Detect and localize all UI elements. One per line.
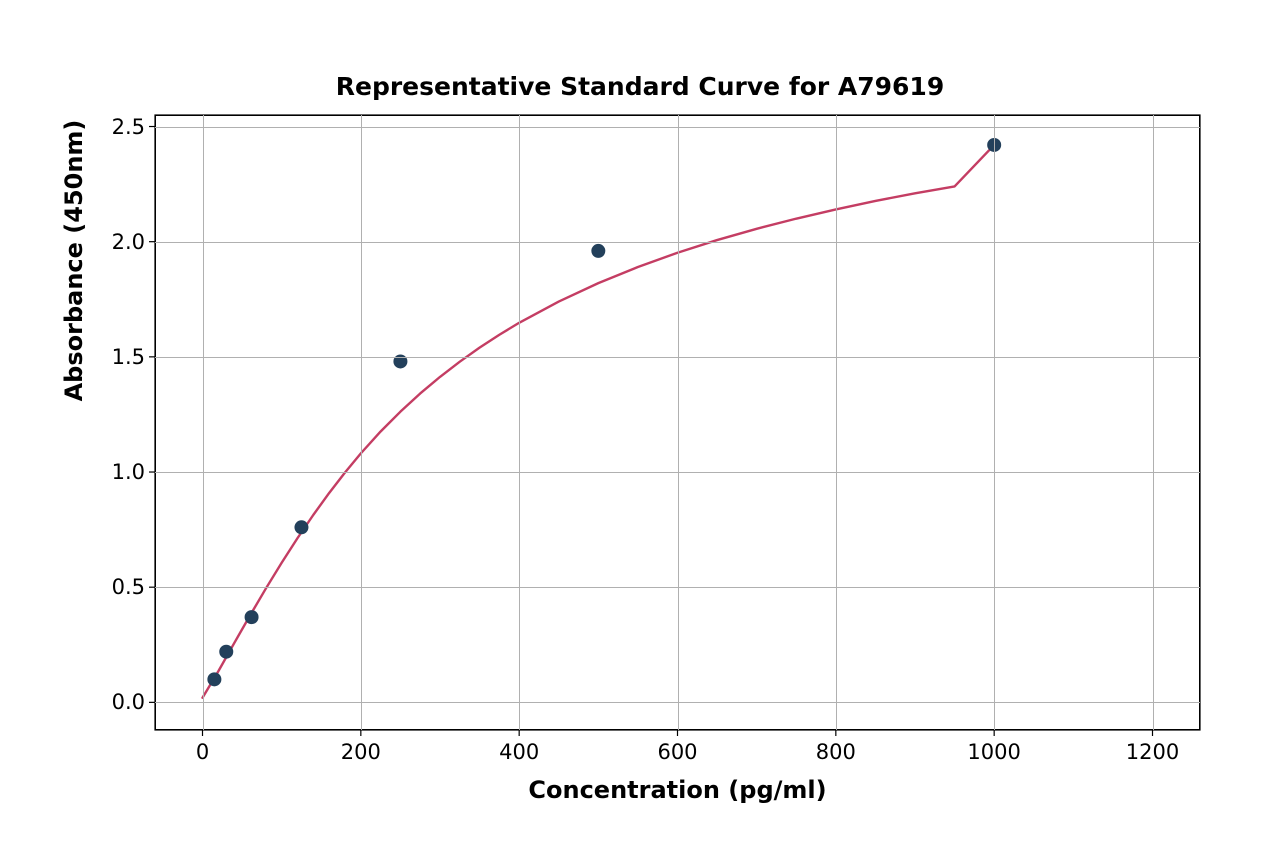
y-tick-label: 2.5: [105, 115, 145, 139]
y-tick-label: 1.5: [105, 345, 145, 369]
y-grid-line: [155, 357, 1200, 358]
y-tick-label: 0.5: [105, 575, 145, 599]
x-grid-line: [994, 115, 995, 730]
y-grid-line: [155, 472, 1200, 473]
x-tick-label: 600: [657, 740, 697, 764]
y-grid-line: [155, 587, 1200, 588]
y-grid-line: [155, 242, 1200, 243]
x-grid-line: [519, 115, 520, 730]
y-grid-line: [155, 127, 1200, 128]
y-tick-label: 1.0: [105, 460, 145, 484]
x-tick-label: 1200: [1126, 740, 1179, 764]
x-tick-label: 400: [499, 740, 539, 764]
chart-title: Representative Standard Curve for A79619: [0, 72, 1280, 101]
x-tick-label: 0: [196, 740, 209, 764]
x-grid-line: [1153, 115, 1154, 730]
x-axis-label: Concentration (pg/ml): [155, 776, 1200, 804]
y-tick-label: 0.0: [105, 690, 145, 714]
y-grid-line: [155, 702, 1200, 703]
y-axis-label: Absorbance (450nm): [60, 0, 88, 568]
x-grid-line: [836, 115, 837, 730]
x-grid-line: [361, 115, 362, 730]
chart-figure: Representative Standard Curve for A79619…: [0, 0, 1280, 845]
x-tick-label: 200: [341, 740, 381, 764]
y-tick-label: 2.0: [105, 230, 145, 254]
x-tick-label: 800: [816, 740, 856, 764]
x-grid-line: [203, 115, 204, 730]
x-tick-label: 1000: [967, 740, 1020, 764]
x-grid-line: [678, 115, 679, 730]
